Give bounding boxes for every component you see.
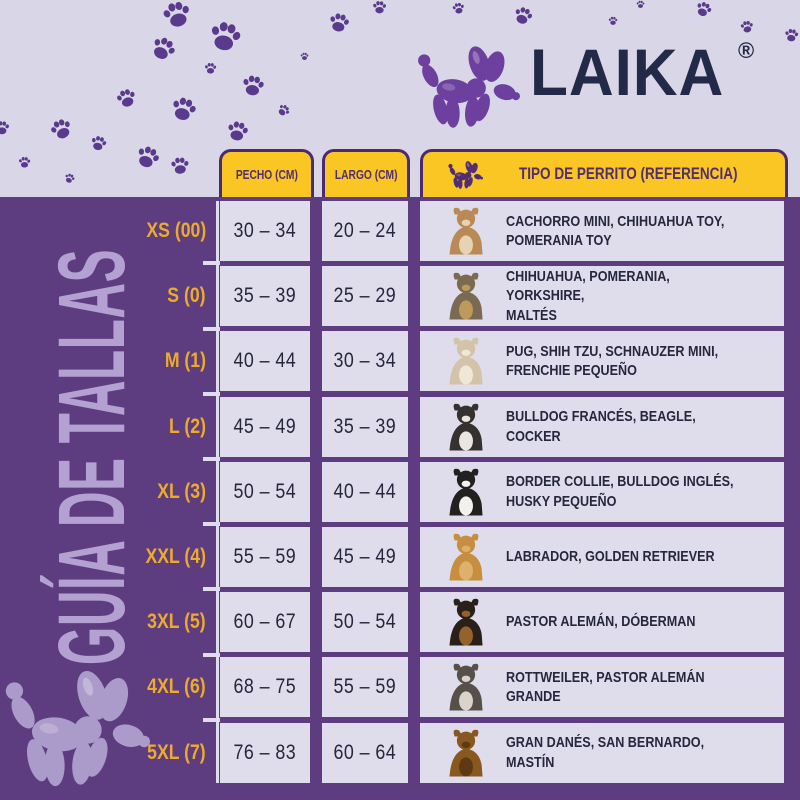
breed-reference-text: BULLDOG FRANCÉS, BEAGLE, COCKER <box>506 408 696 445</box>
yorkshire-photo <box>436 269 496 323</box>
size-label: L (2) <box>169 414 206 438</box>
chest-measurement-cell: 40 – 44 <box>220 331 310 392</box>
size-label: XL (3) <box>157 479 206 503</box>
row-divider-tick <box>203 652 220 657</box>
length-measurement-cell: 20 – 24 <box>322 201 408 261</box>
size-row: S (0) 35 – 39 25 – 29 CHIHUAHUA, POMERAN… <box>0 266 800 327</box>
row-divider-tick <box>203 717 220 722</box>
row-divider-tick <box>203 391 220 396</box>
size-row: 4XL (6) 68 – 75 55 – 59 ROTTWEILER, PAST… <box>0 657 800 718</box>
length-measurement-cell: 40 – 44 <box>322 461 408 522</box>
reference-cell: LABRADOR, GOLDEN RETRIEVER <box>420 527 784 587</box>
reference-cell: CACHORRO MINI, CHIHUAHUA TOY, POMERANIA … <box>420 201 784 261</box>
reference-cell: PUG, SHIH TZU, SCHNAUZER MINI, FRENCHIE … <box>420 331 784 392</box>
reference-cell: BORDER COLLIE, BULLDOG INGLÉS, HUSKY PEQ… <box>420 461 784 522</box>
chest-measurement-cell: 55 – 59 <box>220 527 310 587</box>
column-header-reference: TIPO DE PERRITO (REFERENCIA) <box>420 149 788 197</box>
breed-reference-text: GRAN DANÉS, SAN BERNARDO, MASTÍN <box>506 734 705 771</box>
length-measurement-cell: 30 – 34 <box>322 331 408 392</box>
breed-reference-text: CACHORRO MINI, CHIHUAHUA TOY, POMERANIA … <box>506 212 725 250</box>
rottweiler-photo <box>436 660 496 714</box>
size-row: 3XL (5) 60 – 67 50 – 54 PASTOR ALEMÁN, D… <box>0 592 800 653</box>
reference-cell: BULLDOG FRANCÉS, BEAGLE, COCKER <box>420 396 784 457</box>
chest-measurement-cell: 76 – 83 <box>220 722 310 783</box>
size-label: S (0) <box>167 284 206 308</box>
size-label: 3XL (5) <box>147 610 206 634</box>
row-divider-tick <box>203 522 220 527</box>
column-header-chest: PECHO (CM) <box>219 149 314 197</box>
chest-measurement-cell: 35 – 39 <box>220 266 310 327</box>
size-row: L (2) 45 – 49 35 – 39 BULLDOG FRANCÉS, B… <box>0 396 800 457</box>
reference-cell: CHIHUAHUA, POMERANIA, YORKSHIRE, MALTÉS <box>420 266 784 327</box>
size-label: 5XL (7) <box>147 740 206 764</box>
breed-reference-text: BORDER COLLIE, BULLDOG INGLÉS, HUSKY PEQ… <box>506 473 734 510</box>
row-divider-tick <box>203 261 220 266</box>
french-bulldog-photo <box>436 400 496 454</box>
length-measurement-cell: 60 – 64 <box>322 722 408 783</box>
row-divider-tick <box>203 326 220 331</box>
column-header-length: LARGO (CM) <box>322 149 410 197</box>
size-row: 5XL (7) 76 – 83 60 – 64 GRAN DANÉS, SAN … <box>0 722 800 783</box>
size-row: XXL (4) 55 – 59 45 – 49 LABRADOR, GOLDEN… <box>0 527 800 587</box>
length-measurement-cell: 50 – 54 <box>322 592 408 653</box>
size-row: XS (00) 30 – 34 20 – 24 CACHORRO MINI, C… <box>0 201 800 261</box>
length-measurement-cell: 35 – 39 <box>322 396 408 457</box>
size-label: 4XL (6) <box>147 675 206 699</box>
reference-cell: ROTTWEILER, PASTOR ALEMÁN GRANDE <box>420 657 784 718</box>
reference-cell: PASTOR ALEMÁN, DÓBERMAN <box>420 592 784 653</box>
mastiff-photo <box>436 726 496 780</box>
length-measurement-cell: 25 – 29 <box>322 266 408 327</box>
breed-reference-text: PUG, SHIH TZU, SCHNAUZER MINI, FRENCHIE … <box>506 342 719 380</box>
border-collie-photo <box>436 465 496 519</box>
breed-reference-text: PASTOR ALEMÁN, DÓBERMAN <box>506 613 696 631</box>
breed-reference-text: ROTTWEILER, PASTOR ALEMÁN GRANDE <box>506 668 705 706</box>
brand-logo: LAIKA ® <box>414 35 794 148</box>
reference-cell: GRAN DANÉS, SAN BERNARDO, MASTÍN <box>420 722 784 783</box>
row-divider-tick <box>203 457 220 461</box>
chest-measurement-cell: 30 – 34 <box>220 201 310 261</box>
breed-reference-text: CHIHUAHUA, POMERANIA, YORKSHIRE, MALTÉS <box>506 267 670 324</box>
size-label: XXL (4) <box>145 545 206 568</box>
size-row: M (1) 40 – 44 30 – 34 PUG, SHIH TZU, SCH… <box>0 331 800 392</box>
chest-measurement-cell: 50 – 54 <box>220 461 310 522</box>
table-left-rule <box>216 201 219 783</box>
size-label: XS (00) <box>146 219 206 242</box>
golden-retriever-photo <box>436 530 496 584</box>
doberman-photo <box>436 595 496 649</box>
size-row: XL (3) 50 – 54 40 – 44 BORDER COLLIE, BU… <box>0 461 800 522</box>
registered-trademark-symbol: ® <box>738 38 755 63</box>
chest-measurement-cell: 60 – 67 <box>220 592 310 653</box>
chest-measurement-cell: 45 – 49 <box>220 396 310 457</box>
breed-reference-text: LABRADOR, GOLDEN RETRIEVER <box>506 548 715 566</box>
chest-measurement-cell: 68 – 75 <box>220 657 310 718</box>
size-label: M (1) <box>164 349 206 373</box>
length-measurement-cell: 45 – 49 <box>322 527 408 587</box>
length-measurement-cell: 55 – 59 <box>322 657 408 718</box>
brand-wordmark: LAIKA <box>530 35 725 109</box>
chihuahua-photo <box>436 204 496 258</box>
row-divider-tick <box>203 587 220 592</box>
shih-tzu-photo <box>436 334 496 388</box>
